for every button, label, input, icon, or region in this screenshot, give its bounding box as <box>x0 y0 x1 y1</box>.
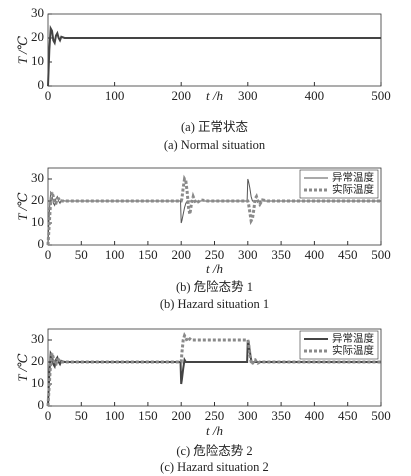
y-tick-label: 20 <box>31 29 44 44</box>
x-tick-label: 500 <box>371 247 391 262</box>
x-tick-label: 200 <box>171 408 191 423</box>
x-tick-label: 200 <box>171 247 191 262</box>
x-tick-label: 300 <box>238 247 258 262</box>
legend-label: 实际温度 <box>332 343 374 356</box>
y-axis-label: T /℃ <box>15 353 30 382</box>
caption: (c) Hazard situation 2 <box>160 460 269 474</box>
x-tick-label: 50 <box>75 408 88 423</box>
x-tick-label: 400 <box>305 408 325 423</box>
x-tick-label: 150 <box>138 408 158 423</box>
y-axis-label: T /℃ <box>15 35 30 64</box>
y-tick-label: 10 <box>31 375 44 390</box>
legend-label: 异常温度 <box>332 331 374 344</box>
x-axis-label: t /h <box>206 423 223 438</box>
legend-box <box>299 169 379 199</box>
x-tick-label: 100 <box>105 88 125 103</box>
x-tick-label: 150 <box>138 247 158 262</box>
caption: (a) Normal situation <box>164 138 266 152</box>
caption: (b) Hazard situation 1 <box>160 297 269 311</box>
y-tick-label: 20 <box>31 192 44 207</box>
x-tick-label: 300 <box>238 408 258 423</box>
x-tick-label: 300 <box>238 88 258 103</box>
x-tick-label: 450 <box>338 247 358 262</box>
x-tick-label: 500 <box>371 408 391 423</box>
legend-label: 实际温度 <box>332 182 374 195</box>
y-tick-label: 20 <box>31 353 44 368</box>
caption: (b) 危险态势 1 <box>176 279 253 294</box>
y-tick-label: 30 <box>31 170 44 185</box>
x-tick-label: 450 <box>338 408 358 423</box>
y-tick-label: 30 <box>31 331 44 346</box>
y-tick-label: 0 <box>38 397 45 412</box>
x-tick-label: 500 <box>371 88 391 103</box>
x-tick-label: 250 <box>205 408 225 423</box>
data-line <box>47 24 381 87</box>
plot-frame <box>47 13 382 87</box>
data-line <box>46 331 381 407</box>
y-tick-label: 10 <box>31 214 44 229</box>
caption: (c) 危险态势 2 <box>176 443 252 458</box>
legend-box <box>299 330 379 360</box>
y-tick-label: 30 <box>31 5 44 20</box>
x-tick-label: 400 <box>305 247 325 262</box>
x-tick-label: 50 <box>75 247 88 262</box>
x-tick-label: 350 <box>271 247 291 262</box>
x-axis-label: t /h <box>206 88 223 103</box>
x-tick-label: 250 <box>205 247 225 262</box>
x-tick-label: 0 <box>45 408 52 423</box>
x-tick-label: 350 <box>271 408 291 423</box>
x-tick-label: 100 <box>105 408 125 423</box>
x-tick-label: 200 <box>171 88 191 103</box>
y-axis-label: T /℃ <box>15 192 30 221</box>
x-axis-label: t /h <box>206 261 223 276</box>
caption: (a) 正常状态 <box>181 120 248 134</box>
data-line <box>46 174 381 246</box>
y-tick-label: 0 <box>38 77 45 92</box>
x-tick-label: 0 <box>45 88 52 103</box>
x-tick-label: 100 <box>105 247 125 262</box>
x-tick-label: 0 <box>45 247 52 262</box>
x-tick-label: 400 <box>305 88 325 103</box>
legend-label: 异常温度 <box>332 170 374 183</box>
y-tick-label: 0 <box>38 236 45 251</box>
y-tick-label: 10 <box>31 53 44 68</box>
